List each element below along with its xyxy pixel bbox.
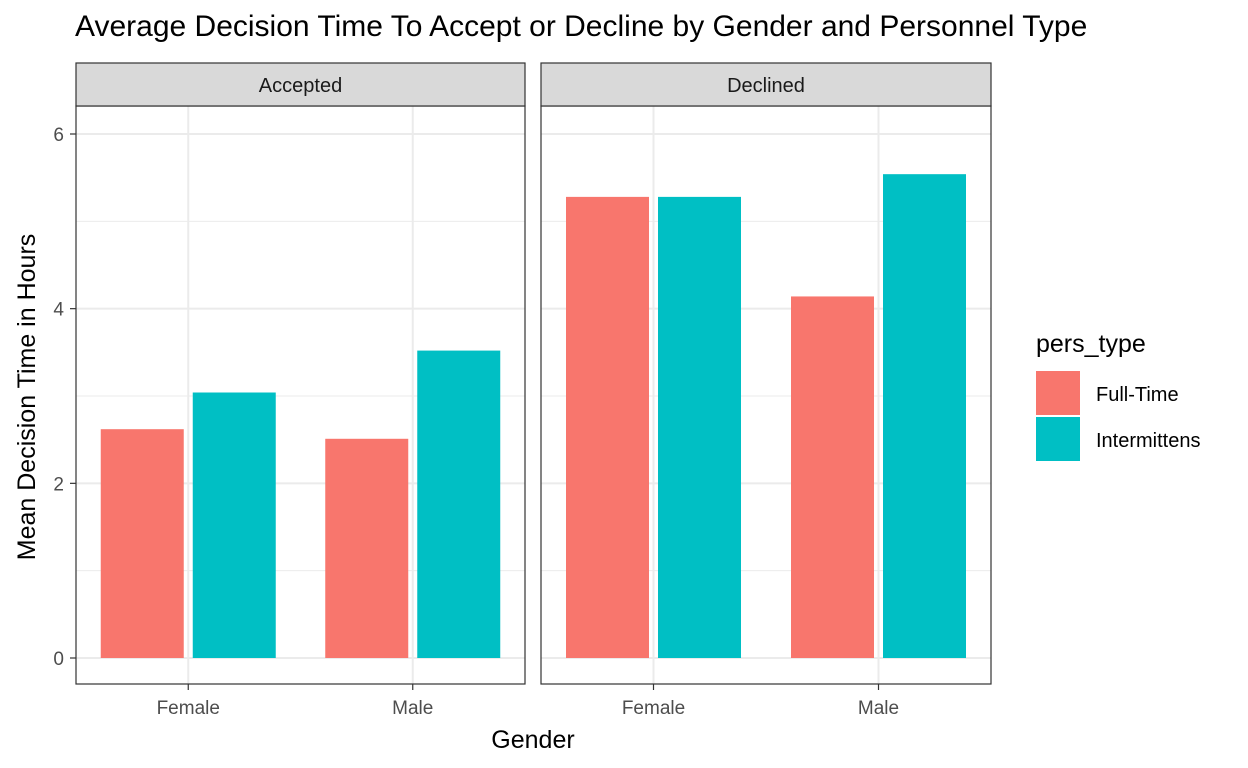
bar-declined-male-intermittens (883, 174, 966, 658)
x-tick-label: Male (858, 698, 899, 719)
bar-accepted-female-intermittens (192, 392, 276, 658)
x-tick-label: Female (622, 698, 685, 719)
x-tick-label: Female (157, 698, 220, 719)
legend-label-full-time: Full-Time (1096, 384, 1179, 406)
y-tick-label: 4 (53, 300, 64, 321)
x-tick-label: Male (392, 698, 433, 719)
bar-declined-female-full-time (566, 196, 649, 658)
facet-strip (540, 62, 992, 107)
legend-title: pers_type (1036, 330, 1146, 358)
facet-strip (75, 62, 526, 107)
legend-key-full-time (1036, 371, 1080, 415)
bar-declined-female-intermittens (658, 196, 741, 658)
bar-accepted-male-intermittens (417, 350, 501, 658)
x-axis-title: Gender (491, 726, 574, 754)
y-axis-title: Mean Decision Time in Hours (13, 234, 41, 561)
bar-accepted-female-full-time (100, 429, 184, 658)
y-tick-label: 2 (53, 474, 64, 495)
facet-strip-label: Declined (727, 75, 805, 97)
facet-accepted: Accepted Female Male 0 2 4 6 (53, 62, 526, 719)
bar-accepted-male-full-time (325, 438, 409, 658)
legend-label-intermittens: Intermittens (1096, 430, 1200, 452)
facet-strip-label: Accepted (259, 75, 342, 97)
legend-key-intermittens (1036, 417, 1080, 461)
y-tick-label: 0 (53, 649, 64, 670)
facet-declined: Declined Female Male (540, 62, 992, 719)
y-tick-label: 6 (53, 125, 64, 146)
legend: pers_type Full-Time Intermittens (1036, 330, 1200, 461)
bar-declined-male-full-time (791, 296, 874, 658)
chart-title: Average Decision Time To Accept or Decli… (75, 10, 1088, 43)
